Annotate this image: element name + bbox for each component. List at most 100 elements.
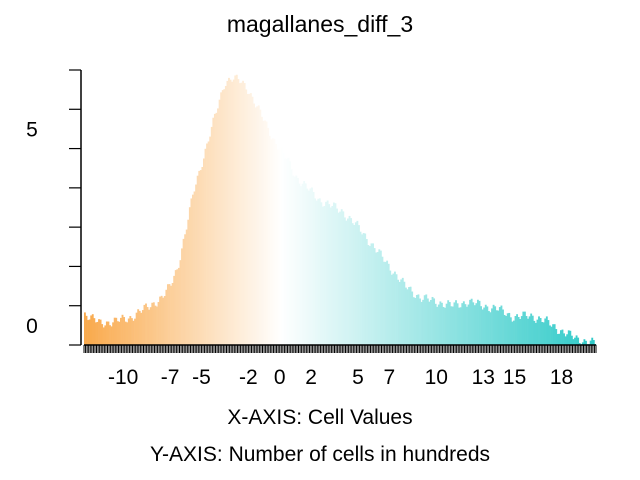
histogram-bar <box>347 218 349 345</box>
x-tick-label: -5 <box>192 366 211 389</box>
histogram-bar <box>334 203 337 345</box>
histogram-bar <box>475 303 478 345</box>
histogram-bar <box>259 109 262 345</box>
histogram-bar <box>564 336 567 345</box>
histogram-bar <box>461 303 464 345</box>
histogram-bar <box>589 340 592 345</box>
histogram-bar <box>129 316 132 345</box>
histogram-bar <box>509 317 512 345</box>
histogram-bar <box>187 219 190 345</box>
histogram-bar <box>503 314 506 345</box>
histogram-bar <box>105 321 108 345</box>
histogram-bar <box>340 209 343 345</box>
histogram-bar <box>254 107 257 345</box>
histogram-bar <box>184 234 187 345</box>
histogram-bar <box>569 330 572 345</box>
histogram-bar <box>400 279 403 345</box>
histogram-bar <box>505 315 508 345</box>
histogram-bar <box>93 318 96 345</box>
histogram-bar <box>492 304 495 345</box>
histogram-bar <box>431 296 434 345</box>
histogram-bar <box>91 314 94 345</box>
x-tick-label: 7 <box>383 366 395 389</box>
histogram-bar <box>281 147 284 345</box>
histogram-bar <box>237 79 240 345</box>
histogram-bar <box>253 103 255 345</box>
histogram-bar <box>300 186 302 345</box>
histogram-bar <box>282 153 285 345</box>
histogram-bar <box>173 275 176 345</box>
histogram-bar <box>315 200 318 345</box>
histogram-bar <box>354 222 357 345</box>
histogram-bar <box>232 79 235 345</box>
histogram-bar <box>414 297 417 345</box>
histogram-bar <box>538 316 540 345</box>
histogram-bar <box>483 307 486 345</box>
histogram-bar <box>345 220 348 345</box>
histogram-bar <box>408 287 410 345</box>
histogram-bar <box>351 223 354 345</box>
histogram-bar <box>574 337 576 345</box>
histogram-bar <box>455 300 457 345</box>
histogram-bar <box>411 291 414 345</box>
histogram-bar <box>102 327 105 345</box>
histogram-bar <box>206 143 208 345</box>
histogram-bar <box>466 306 468 345</box>
histogram-bar <box>527 318 529 345</box>
histogram-bar <box>295 175 298 345</box>
histogram-bar <box>298 183 301 345</box>
histogram-bar <box>481 309 484 345</box>
histogram-bar <box>130 318 133 345</box>
histogram-bar <box>137 309 140 345</box>
histogram-bar <box>87 320 89 345</box>
histogram-bar <box>171 282 174 345</box>
histogram-bar <box>404 287 407 345</box>
histogram-bar <box>190 198 193 345</box>
histogram-bar <box>552 324 555 345</box>
histogram-bar <box>506 313 509 345</box>
histogram-bar <box>85 315 88 345</box>
histogram-bar <box>550 326 553 345</box>
histogram-bar <box>217 108 219 345</box>
histogram-bar <box>343 217 346 345</box>
histogram-bar <box>342 211 345 345</box>
histogram-bar <box>486 306 489 345</box>
histogram-bar <box>379 250 382 345</box>
histogram-bar <box>234 75 237 345</box>
histogram-bar <box>271 138 274 345</box>
histogram-bar <box>182 238 185 345</box>
histogram-bar <box>519 319 522 345</box>
histogram-bar <box>115 317 118 345</box>
x-tick-label: -2 <box>239 366 258 389</box>
histogram-bar <box>199 170 202 345</box>
histogram-bar <box>553 324 556 345</box>
histogram-bar <box>577 337 580 345</box>
histogram-bar <box>528 316 531 345</box>
histogram-bar <box>563 333 565 345</box>
histogram-bar <box>439 301 442 345</box>
histogram-bar <box>591 337 594 345</box>
histogram-bar <box>296 177 299 345</box>
histogram-bar <box>248 93 251 345</box>
histogram-bar <box>270 139 273 345</box>
histogram-bar <box>90 315 93 345</box>
histogram-bar <box>328 204 331 345</box>
histogram-bar <box>110 326 113 345</box>
histogram-bar <box>134 318 136 345</box>
histogram-bar <box>508 312 511 345</box>
histogram-bar <box>566 334 569 345</box>
histogram-bar <box>195 184 198 345</box>
histogram-bar <box>317 198 320 345</box>
histogram-bar <box>307 190 310 345</box>
histogram-bar <box>403 281 406 345</box>
histogram-bar <box>176 269 179 345</box>
histogram-bar <box>193 191 196 345</box>
histogram-bar <box>419 298 421 345</box>
histogram-bar <box>395 274 398 345</box>
x-tick-label: -7 <box>161 366 180 389</box>
histogram-bar <box>375 252 378 345</box>
histogram-bar <box>469 299 472 345</box>
histogram-bar <box>498 307 501 345</box>
histogram-bar <box>229 79 232 345</box>
histogram-bar <box>517 316 520 345</box>
